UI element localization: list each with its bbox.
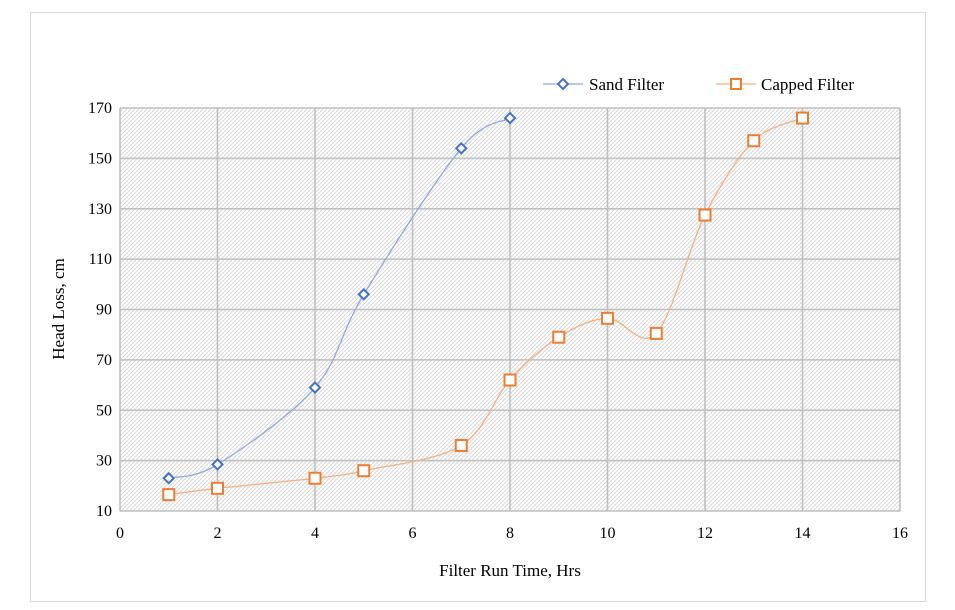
chart-frame: 10 30 50 70 90 110 130 150 170 0 2 4 6 8 10 12 14 16 Filt… — [30, 12, 926, 602]
sand-filter-point — [503, 111, 517, 125]
sand-filter-point — [162, 471, 176, 485]
x-tick-label: 8 — [506, 525, 514, 542]
x-tick-label: 12 — [697, 525, 713, 542]
head-loss-chart: 10 30 50 70 90 110 130 150 170 0 2 4 6 8 10 12 14 16 Filt… — [49, 75, 908, 580]
y-tick-label: 30 — [96, 453, 112, 470]
x-tick-label: 10 — [600, 525, 616, 542]
x-tick-label: 6 — [409, 525, 417, 542]
capped-filter-point — [357, 464, 371, 478]
y-tick-label: 70 — [96, 352, 112, 369]
x-tick-label: 14 — [795, 525, 811, 542]
y-tick-label: 90 — [96, 302, 112, 319]
legend-item-capped-filter: Capped Filter — [716, 75, 854, 94]
y-tick-label: 110 — [89, 251, 112, 268]
y-tick-label: 170 — [88, 100, 112, 117]
capped-filter-point — [649, 326, 663, 340]
y-axis-title: Head Loss, cm — [49, 258, 68, 360]
x-tick-label: 2 — [214, 525, 222, 542]
capped-filter-point — [698, 208, 712, 222]
y-tick-label: 10 — [96, 503, 112, 520]
capped-filter-point — [503, 373, 517, 387]
y-tick-label: 50 — [96, 402, 112, 419]
series-layer — [162, 111, 809, 502]
capped-filter-point — [211, 481, 224, 495]
x-tick-label: 4 — [311, 525, 319, 542]
capped-filter-point — [162, 488, 176, 502]
y-tick-label: 150 — [88, 150, 112, 167]
legend-label-sand-filter: Sand Filter — [589, 75, 664, 94]
sand-filter-point — [211, 457, 224, 471]
x-tick-label: 16 — [892, 525, 908, 542]
capped-filter-point — [601, 311, 614, 325]
capped-filter-point — [454, 439, 468, 453]
capped-filter-point — [747, 134, 761, 148]
sand-filter-point — [454, 141, 468, 155]
x-axis-title: Filter Run Time, Hrs — [439, 561, 581, 580]
capped-filter-point — [308, 471, 322, 485]
series-capped-filter — [162, 111, 809, 502]
gridlines — [119, 107, 901, 512]
axes: 10 30 50 70 90 110 130 150 170 0 2 4 6 8 10 12 14 16 — [88, 100, 908, 542]
y-tick-label: 130 — [88, 201, 112, 218]
legend-item-sand-filter: Sand Filter — [543, 75, 664, 94]
legend-label-capped-filter: Capped Filter — [761, 75, 854, 94]
sand-filter-point — [357, 287, 371, 301]
capped-filter-point — [552, 330, 566, 344]
series-sand-filter — [162, 111, 517, 485]
sand-filter-point — [308, 381, 322, 394]
capped-filter-point — [796, 111, 809, 125]
legend-square-icon — [730, 78, 742, 90]
legend-diamond-icon — [556, 77, 570, 91]
x-tick-label: 0 — [116, 525, 124, 542]
legend: Sand Filter Capped Filter — [543, 75, 854, 94]
